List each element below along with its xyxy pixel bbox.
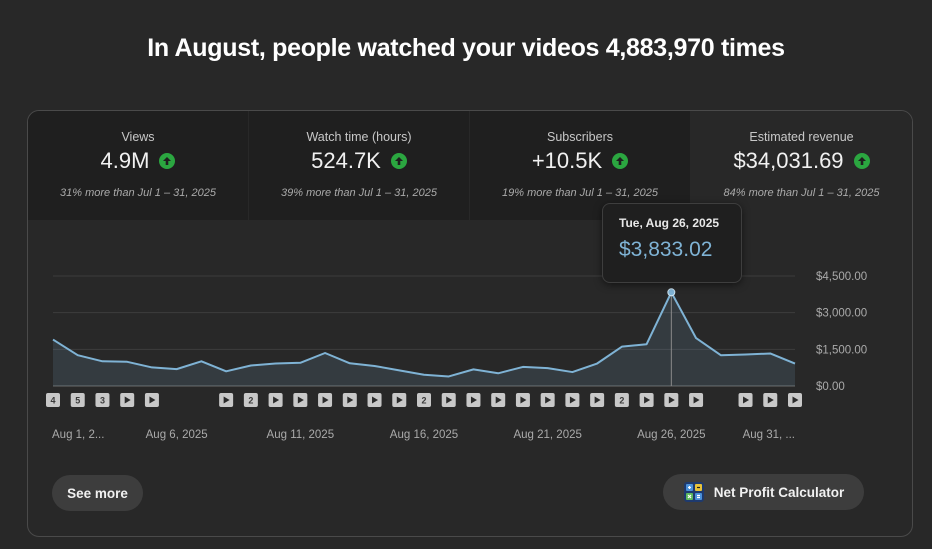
play-icon — [545, 396, 552, 404]
video-marker-count: 2 — [421, 396, 426, 406]
x-tick-label: Aug 6, 2025 — [146, 429, 208, 441]
play-icon — [693, 396, 700, 404]
play-icon — [446, 396, 453, 404]
metric-value: 4.9M — [100, 148, 150, 173]
revenue-area — [53, 292, 795, 386]
metric-label: Subscribers — [547, 130, 613, 144]
page-headline: In August, people watched your videos 4,… — [147, 34, 785, 62]
video-marker-count: 2 — [248, 396, 253, 406]
metric-tab-estimated-revenue[interactable]: Estimated revenue $34,031.69 84% more th… — [691, 111, 912, 220]
analytics-card: Views 4.9M 31% more than Jul 1 – 31, 202… — [27, 110, 913, 537]
play-icon — [767, 396, 774, 404]
metric-label: Watch time (hours) — [306, 130, 412, 144]
play-icon — [124, 396, 131, 404]
net-profit-calculator-button[interactable]: Net Profit Calculator — [663, 474, 864, 510]
metric-value: 524.7K — [311, 148, 381, 173]
play-icon — [495, 396, 502, 404]
x-tick-label: Aug 1, 2... — [52, 429, 104, 441]
arrow-up-circle-icon — [159, 153, 176, 169]
play-icon — [743, 396, 750, 404]
arrow-up-circle-icon — [853, 153, 870, 169]
video-marker — [243, 393, 258, 407]
metric-comparison: 31% more than Jul 1 – 31, 2025 — [60, 187, 216, 199]
play-icon — [223, 396, 230, 404]
calculator-icon — [683, 481, 705, 503]
net-profit-calculator-label: Net Profit Calculator — [713, 484, 845, 500]
play-icon — [372, 396, 379, 404]
metric-value: +10.5K — [531, 148, 603, 173]
metric-comparison: 39% more than Jul 1 – 31, 2025 — [281, 187, 437, 199]
play-icon — [273, 396, 280, 404]
play-icon — [520, 396, 527, 404]
metric-value: $34,031.69 — [733, 148, 844, 173]
play-icon — [347, 396, 354, 404]
video-marker — [70, 393, 85, 407]
video-marker-count: 4 — [50, 396, 55, 406]
tooltip-value: $3,833.02 — [619, 238, 713, 261]
video-marker — [614, 393, 629, 407]
video-marker — [417, 393, 431, 407]
metric-label: Views — [121, 130, 155, 144]
play-icon — [470, 396, 477, 404]
play-icon — [668, 396, 675, 404]
x-tick-label: Aug 16, 2025 — [390, 429, 458, 441]
data-point — [667, 288, 676, 297]
play-icon — [322, 396, 329, 404]
y-tick-label: $4,500.00 — [816, 271, 867, 283]
play-icon — [644, 396, 651, 404]
video-marker — [95, 393, 110, 407]
revenue-chart[interactable]: $0.00 $1,500.00 $3,000.00 $4,500.00 4 5 3 2 2 2 Au… — [28, 111, 912, 461]
video-marker-count: 2 — [619, 396, 624, 406]
play-icon — [396, 396, 403, 404]
video-marker-count: 5 — [75, 396, 80, 406]
x-tick-label: Aug 21, 2025 — [513, 429, 581, 441]
chart-tooltip: Tue, Aug 26, 2025 $3,833.02 — [602, 203, 742, 283]
y-tick-label: $0.00 — [816, 381, 845, 393]
metric-label: Estimated revenue — [749, 130, 854, 144]
arrow-up-circle-icon — [390, 153, 407, 169]
metric-comparison: 19% more than Jul 1 – 31, 2025 — [502, 187, 658, 199]
metric-tab-subscribers[interactable]: Subscribers +10.5K 19% more than Jul 1 –… — [470, 111, 690, 220]
y-tick-label: $1,500.00 — [816, 344, 867, 356]
play-icon — [297, 396, 304, 404]
play-icon — [594, 396, 601, 404]
x-tick-label: Aug 31, ... — [743, 429, 795, 441]
y-tick-label: $3,000.00 — [816, 308, 867, 320]
x-tick-label: Aug 26, 2025 — [637, 429, 705, 441]
play-icon — [569, 396, 576, 404]
tooltip-date: Tue, Aug 26, 2025 — [619, 216, 720, 230]
metrics-row: Views 4.9M 31% more than Jul 1 – 31, 202… — [28, 111, 912, 220]
see-more-button[interactable]: See more — [52, 475, 143, 511]
metric-tab-watch-time[interactable]: Watch time (hours) 524.7K 39% more than … — [249, 111, 469, 220]
metric-comparison: 84% more than Jul 1 – 31, 2025 — [723, 187, 880, 199]
metric-tab-views[interactable]: Views 4.9M 31% more than Jul 1 – 31, 202… — [28, 111, 248, 220]
video-marker — [46, 393, 60, 407]
play-icon — [149, 396, 156, 404]
video-marker-count: 3 — [100, 396, 105, 406]
play-icon — [792, 396, 799, 404]
x-tick-label: Aug 11, 2025 — [267, 429, 335, 441]
arrow-up-circle-icon — [612, 153, 629, 169]
